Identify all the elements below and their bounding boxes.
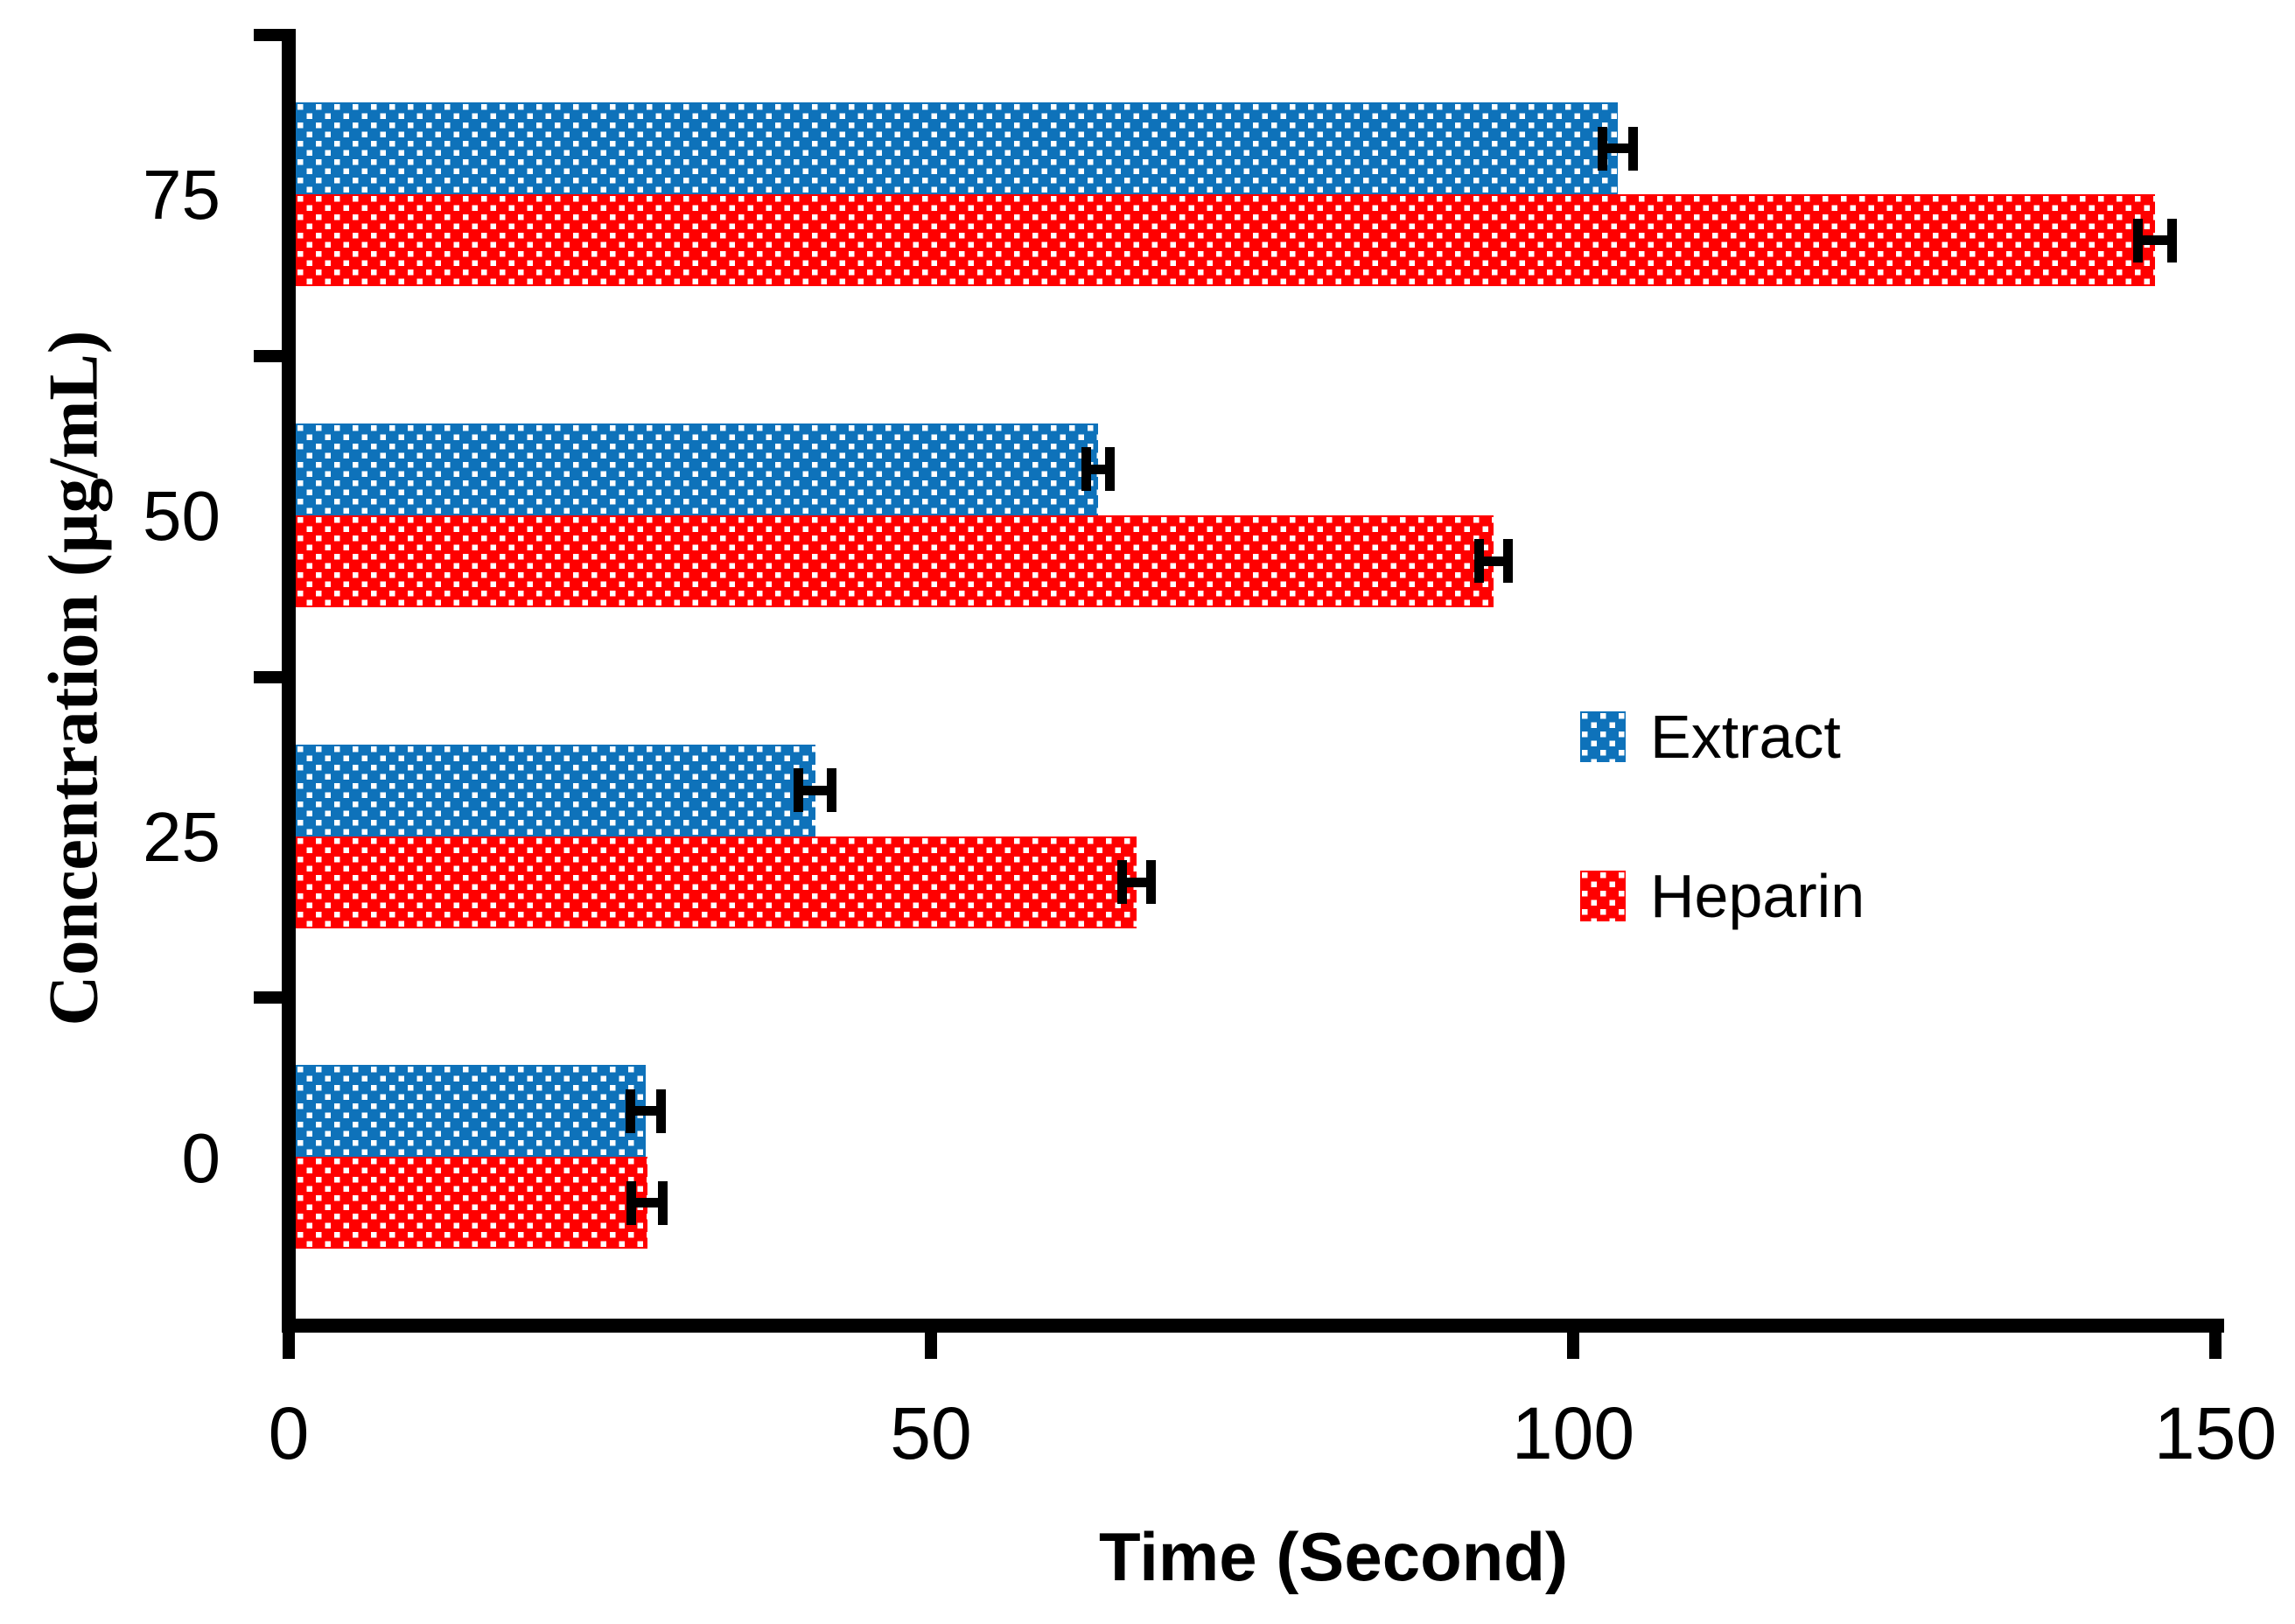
x-axis-tick — [925, 1333, 937, 1359]
error-bar-cap — [2166, 218, 2177, 262]
error-bar-cap — [626, 1180, 637, 1225]
bar-heparin-75 — [296, 194, 2155, 286]
bar-heparin-0 — [296, 1157, 647, 1250]
error-bar-cap — [1628, 126, 1639, 171]
error-bar-cap — [657, 1180, 668, 1225]
error-bar-line — [631, 1198, 663, 1208]
x-tick-label: 150 — [2153, 1392, 2278, 1474]
error-bar-cap — [1081, 447, 1092, 492]
bar-extract-0 — [296, 1065, 647, 1158]
x-tick-label: 0 — [268, 1392, 310, 1474]
error-bar-line — [798, 785, 832, 795]
y-axis-tick — [254, 29, 282, 41]
error-bar-cap — [2133, 218, 2144, 262]
x-axis-title: Time (Second) — [1099, 1518, 1568, 1595]
y-axis-title: Concentration (µg/mL) — [35, 330, 113, 1026]
x-axis-tick — [283, 1333, 295, 1359]
y-axis-tick — [254, 991, 282, 1004]
error-bar-line — [1479, 556, 1508, 566]
legend-label-heparin: Heparin — [1650, 862, 1865, 930]
y-axis-tick — [254, 670, 282, 683]
error-bar-cap — [1474, 539, 1485, 584]
y-tick-label: 0 — [181, 1118, 221, 1197]
legend: Extract Heparin — [1580, 702, 1865, 931]
bar-extract-75 — [296, 102, 1619, 194]
bar-heparin-50 — [296, 514, 1494, 607]
y-tick-label: 25 — [143, 797, 220, 876]
y-tick-label: 75 — [143, 156, 220, 234]
error-bar-cap — [1104, 447, 1115, 492]
legend-label-extract: Extract — [1650, 703, 1841, 771]
x-tick-label: 100 — [1511, 1392, 1635, 1474]
bar-extract-50 — [296, 423, 1098, 515]
error-bar-cap — [1598, 126, 1608, 171]
error-bar-cap — [1145, 860, 1156, 904]
error-bar-cap — [625, 1088, 635, 1133]
extract-swatch-icon — [1580, 711, 1626, 762]
error-bar-line — [1086, 464, 1110, 474]
error-bar-cap — [1502, 539, 1513, 584]
error-bar-line — [2138, 235, 2173, 245]
error-bar-line — [1122, 877, 1151, 887]
legend-item-heparin: Heparin — [1580, 861, 1865, 931]
error-bar-cap — [1117, 860, 1128, 904]
error-bar-line — [1602, 144, 1634, 153]
x-axis-tick — [1567, 1333, 1579, 1359]
heparin-swatch-icon — [1580, 871, 1626, 921]
error-bar-cap — [656, 1088, 667, 1133]
x-tick-label: 50 — [890, 1392, 972, 1474]
y-axis-line — [282, 29, 296, 1333]
error-bar-cap — [794, 768, 804, 812]
x-axis-line — [282, 1319, 2224, 1333]
error-bar-line — [630, 1106, 661, 1116]
error-bar-cap — [827, 768, 837, 812]
y-axis-tick — [254, 349, 282, 362]
x-axis-tick — [2209, 1333, 2222, 1359]
bar-heparin-25 — [296, 836, 1137, 928]
bar-extract-25 — [296, 744, 815, 836]
y-tick-label: 50 — [143, 477, 220, 556]
legend-item-extract: Extract — [1580, 702, 1865, 772]
